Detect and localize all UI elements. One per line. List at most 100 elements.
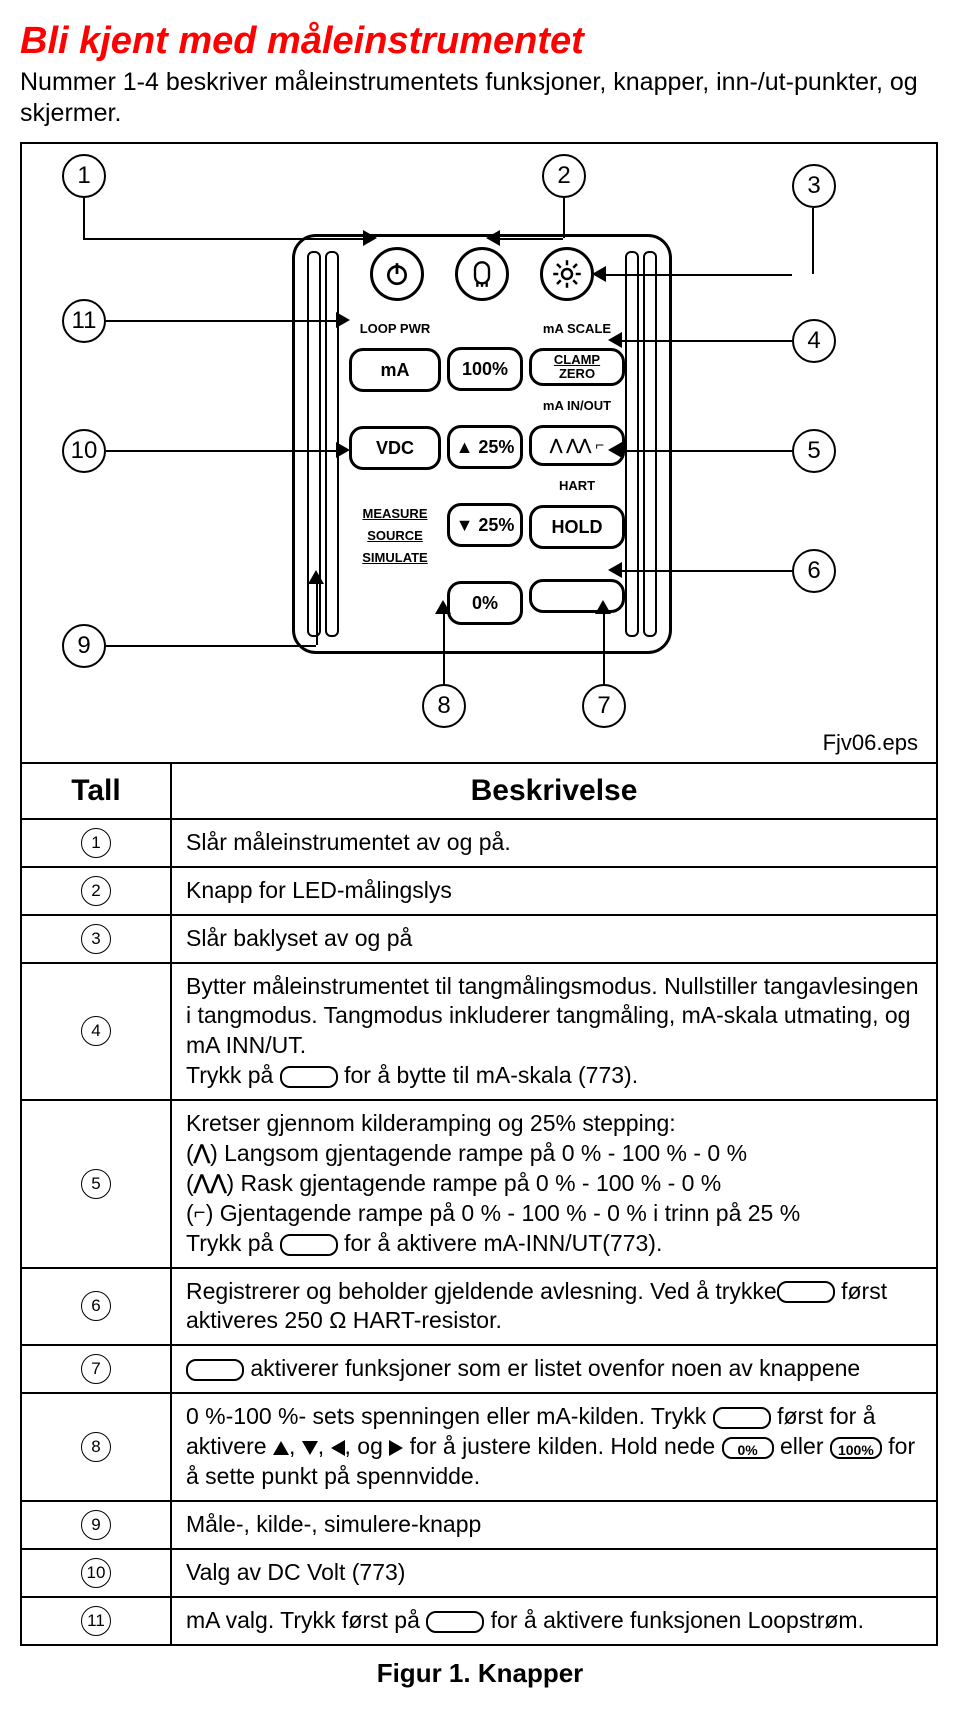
vdc-button[interactable]: VDC (349, 426, 441, 470)
arrowhead-icon (608, 562, 622, 578)
header-tall: Tall (22, 764, 172, 818)
table-row: 5 Kretser gjennom kilderamping og 25% st… (22, 1101, 936, 1268)
pill-button-icon (280, 1234, 338, 1256)
arrowhead-icon (608, 442, 622, 458)
0pct-button[interactable]: 0% (447, 581, 523, 625)
row-number: 7 (22, 1346, 172, 1392)
row-desc: Kretser gjennom kilderamping og 25% step… (172, 1101, 936, 1266)
table-row: 6 Registrerer og beholder gjeldende avle… (22, 1269, 936, 1347)
clamp-zero-button[interactable]: CLAMP ZERO (529, 348, 625, 387)
hart-label: HART (529, 476, 625, 495)
down25-button[interactable]: ▼ 25% (447, 503, 523, 547)
table-row: 9 Måle-, kilde-, simulere-knapp (22, 1502, 936, 1550)
row-desc: Slår måleinstrumentet av og på. (172, 820, 936, 866)
row-number: 4 (22, 964, 172, 1100)
page-title: Bli kjent med måleinstrumentet (20, 20, 940, 63)
simulate-label: SIMULATE (349, 548, 441, 567)
pill-button-icon (713, 1407, 771, 1429)
leader (603, 614, 605, 684)
leader (106, 645, 316, 647)
arrowhead-icon (336, 442, 350, 458)
leader (622, 570, 792, 572)
led-icon (468, 260, 496, 288)
measure-label: MEASURE (349, 504, 441, 523)
leader (316, 584, 318, 645)
row-desc: Registrerer og beholder gjeldende avlesn… (172, 1269, 936, 1345)
ramp-slow-icon: ⋀ (194, 1142, 210, 1168)
table-header: Tall Beskrivelse (22, 764, 936, 820)
row-number: 6 (22, 1269, 172, 1345)
leader (622, 450, 792, 452)
arrowhead-icon (592, 266, 606, 282)
table-row: 1 Slår måleinstrumentet av og på. (22, 820, 936, 868)
pill-button-icon (426, 1611, 484, 1633)
leader (83, 198, 85, 238)
header-beskrivelse: Beskrivelse (172, 764, 936, 818)
pill-button-icon (186, 1359, 244, 1381)
table-row: 11 mA valg. Trykk først på for å aktiver… (22, 1598, 936, 1644)
row-desc: mA valg. Trykk først på for å aktivere f… (172, 1598, 936, 1644)
table-row: 8 0 %-100 %- sets spenningen eller mA-ki… (22, 1394, 936, 1502)
row-desc: 0 %-100 %- sets spenningen eller mA-kild… (172, 1394, 936, 1500)
callout-7: 7 (582, 684, 626, 728)
leader (443, 614, 445, 684)
clamp-text: CLAMP (554, 352, 600, 367)
callout-1: 1 (62, 154, 106, 198)
ramp-step-icon: ⌐ (194, 1202, 206, 1228)
callout-9: 9 (62, 624, 106, 668)
top-button-row (355, 247, 609, 301)
button-column-a: LOOP PWR mA VDC MEASURE SOURCE SIMULATE (349, 319, 441, 631)
triangle-left-icon (331, 1440, 345, 1456)
led-light-button[interactable] (455, 247, 509, 301)
pill-button-icon (280, 1066, 338, 1088)
row-number: 1 (22, 820, 172, 866)
table-row: 2 Knapp for LED-målingslys (22, 868, 936, 916)
table-row: 10 Valg av DC Volt (773) (22, 1550, 936, 1598)
arrowhead-icon (336, 312, 350, 328)
hold-button[interactable]: HOLD (529, 505, 625, 549)
row-number: 11 (22, 1598, 172, 1644)
row-number: 2 (22, 868, 172, 914)
callout-6: 6 (792, 549, 836, 593)
ramp-fast-icon: ⋀⋀ (194, 1172, 227, 1198)
mode-labels: MEASURE SOURCE SIMULATE (349, 504, 441, 567)
callout-3: 3 (792, 164, 836, 208)
leader (83, 238, 363, 240)
pill-0pct-icon: 0% (722, 1437, 774, 1459)
table-row: 3 Slår baklyset av og på (22, 916, 936, 964)
callout-5: 5 (792, 429, 836, 473)
callout-8: 8 (422, 684, 466, 728)
table-row: 4 Bytter måleinstrumentet til tangmåling… (22, 964, 936, 1102)
sun-icon (552, 259, 582, 289)
power-button[interactable] (370, 247, 424, 301)
loop-pwr-label: LOOP PWR (349, 319, 441, 338)
content-frame: 1 2 3 4 5 6 7 8 9 10 11 (20, 142, 938, 1646)
ma-button[interactable]: mA (349, 348, 441, 392)
leader (500, 238, 563, 240)
row-desc: Bytter måleinstrumentet til tangmålingsm… (172, 964, 936, 1100)
arrowhead-icon (435, 600, 451, 614)
button-column-b: 100% ▲ 25% ▼ 25% 0% (447, 319, 523, 631)
power-icon (384, 261, 410, 287)
table-row: 7 aktiverer funksjoner som er listet ove… (22, 1346, 936, 1394)
leader (106, 450, 336, 452)
rail (625, 251, 639, 637)
ma-inout-label: mA IN/OUT (529, 396, 625, 415)
row-number: 9 (22, 1502, 172, 1548)
callout-11: 11 (62, 299, 106, 343)
triangle-down-icon (302, 1441, 318, 1455)
arrowhead-icon (595, 600, 611, 614)
arrowhead-icon (363, 230, 377, 246)
leader (606, 274, 792, 276)
page-subtitle: Nummer 1-4 beskriver måleinstrumentets f… (20, 67, 940, 130)
100pct-button[interactable]: 100% (447, 347, 523, 391)
pill-button-icon (777, 1281, 835, 1303)
figure-caption: Figur 1. Knapper (20, 1646, 940, 1709)
arrowhead-icon (308, 570, 324, 584)
up25-button[interactable]: ▲ 25% (447, 425, 523, 469)
leader (622, 340, 792, 342)
backlight-button[interactable] (540, 247, 594, 301)
triangle-right-icon (389, 1440, 403, 1456)
leader (106, 320, 336, 322)
row-desc: Valg av DC Volt (773) (172, 1550, 936, 1596)
